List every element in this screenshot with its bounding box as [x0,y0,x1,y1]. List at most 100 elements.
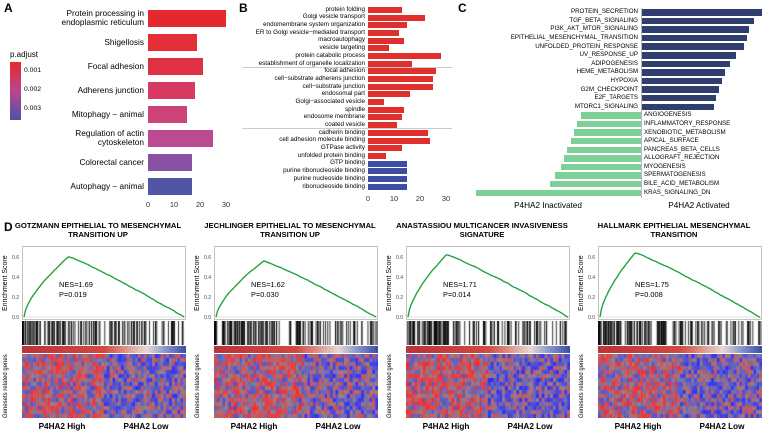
panel-b-go-barchart: protein folding Golgi vesicle transport en… [238,0,456,218]
category-label: Focal adhesion [87,60,144,71]
bar [368,129,428,136]
bar-row: endosome membrane [242,114,452,122]
category-label: coated vesicle [325,121,365,128]
bar [476,189,641,197]
bar-row: INFLAMMATORY_RESPONSE [456,120,768,129]
left-zone [456,129,641,136]
bar-row: UV_RESPONSE_UP [456,51,768,60]
bar-row: KRAS_SIGNALING_DN [456,188,768,197]
category-label: focal adhesion [324,67,365,75]
bar-row: GTPase activity [242,144,452,152]
category-label: protein catabolic process [295,51,365,59]
bar-row: HEME_METABOLISM [456,68,768,77]
panel-c-hallmark-diverging-barchart: PROTEIN_SECRETION TGF_BETA_SIGNALING PI3K_… [456,0,768,218]
bar [368,14,426,21]
bar-zone [368,114,452,121]
category-label: G2M_CHECKPOINT [580,85,638,93]
left-zone [456,163,641,171]
left-zone: G2M_CHECKPOINT [456,85,641,93]
bar-row: ER to Golgi vesicle−mediated transport [242,29,452,37]
bar [641,60,731,68]
bar-zone [368,129,452,136]
right-zone [641,26,768,33]
category-label: TGF_BETA_SIGNALING [569,16,638,24]
bar [549,180,641,188]
bar-row: Mitophagy − animal [38,102,234,126]
bar-row: protein folding [242,6,452,14]
bar [641,34,747,42]
bar [148,57,203,75]
stats-annotation: NES=1.69 P=0.019 [59,280,93,299]
right-zone [641,34,768,42]
bar [368,37,405,44]
bar [368,91,410,98]
zero-axis-line [641,8,642,198]
group-label-inactivated: P4HA2 Inactivated [514,201,582,210]
category-label: cadherin binding [318,128,365,136]
bar-zone [368,122,452,129]
panel-label-c: C [458,1,467,15]
panel-d-gsea-plots: GOTZMANN EPITHELIAL TO MESENCHYMAL TRANS… [0,218,768,444]
right-zone [641,52,768,59]
left-zone [456,189,641,197]
bar-zone [368,14,452,21]
expression-heatmap [598,354,762,418]
category-label: GTP binding [330,159,365,167]
bar [368,83,433,90]
right-zone: PANCREAS_BETA_CELLS [641,146,768,153]
bar-zone [148,129,234,147]
y-tick-label: 0.0 [204,315,211,321]
y-tick-label: 0.6 [396,255,403,261]
panel-a-kegg-barchart: p.adjust 0.001 0.002 0.003 Protein process… [0,0,238,218]
legend-title: p.adjust [10,50,39,59]
right-zone: ALLOGRAFT_REJECTION [641,155,768,161]
y-tick-label: 0.6 [588,255,595,261]
bar [368,6,402,13]
y-tick-label: 0.2 [204,295,211,301]
hit-barcode [214,321,378,345]
gsea-panel-4: HALLMARK EPITHELIAL MESENCHYMAL TRANSITI… [576,218,768,444]
bar-zone [368,160,452,167]
bar [564,155,641,162]
bar-row: Focal adhesion [38,54,234,78]
bar-row: PI3K_AKT_MTOR_SIGNALING [456,25,768,34]
bar [641,52,736,59]
category-label: ALLOGRAFT_REJECTION [644,154,720,162]
left-zone: PI3K_AKT_MTOR_SIGNALING [456,26,641,32]
enrichment-curve-plot: NES=1.71 P=0.014 [406,246,570,320]
left-zone: EPITHELIAL_MESENCHYMAL_TRANSITION [456,34,641,41]
category-label: BILE_ACID_METABOLISM [644,180,720,188]
bar-row: purine ribonucleoside binding [242,167,452,175]
bar-rows: PROTEIN_SECRETION TGF_BETA_SIGNALING PI3K_… [456,8,768,197]
bar [148,9,226,27]
bar [368,175,407,182]
group-label-high: P4HA2 High [230,422,278,431]
bar-row: EPITHELIAL_MESENCHYMAL_TRANSITION [456,34,768,43]
group-label-activated: P4HA2 Activated [668,201,730,210]
bar [580,112,641,119]
bar-row: cell−substrate adherens junction [242,75,452,83]
bar [641,103,714,111]
padjust-legend: p.adjust 0.001 0.002 0.003 [10,50,52,120]
gsea-title: JECHLINGER EPITHELIAL TO MESENCHYMAL TRA… [204,221,376,240]
panel-label-d: D [4,220,13,234]
axis-tick-label: 0 [365,194,371,203]
bar-row: spindle [242,106,452,114]
bar-row: Protein processing in endoplasmic reticu… [38,6,234,30]
bar [368,183,407,190]
bar [641,94,717,102]
stats-annotation: NES=1.71 P=0.014 [443,280,477,299]
bar-row: vesicle targeting [242,44,452,52]
right-zone: INFLAMMATORY_RESPONSE [641,120,768,127]
rank-metric-gradient [214,346,378,353]
category-label: Autophagy − animal [70,180,144,191]
legend-gradient-bar [10,62,21,120]
y-tick-label: 0.0 [12,315,19,321]
bar-row: Adherens junction [38,78,234,102]
rank-metric-gradient [22,346,186,353]
right-zone: XENOBIOTIC_METABOLISM [641,129,768,136]
y-tick-label: 0.4 [396,275,403,281]
bar-zone [368,29,452,36]
category-label: Mitophagy − animal [71,108,144,119]
